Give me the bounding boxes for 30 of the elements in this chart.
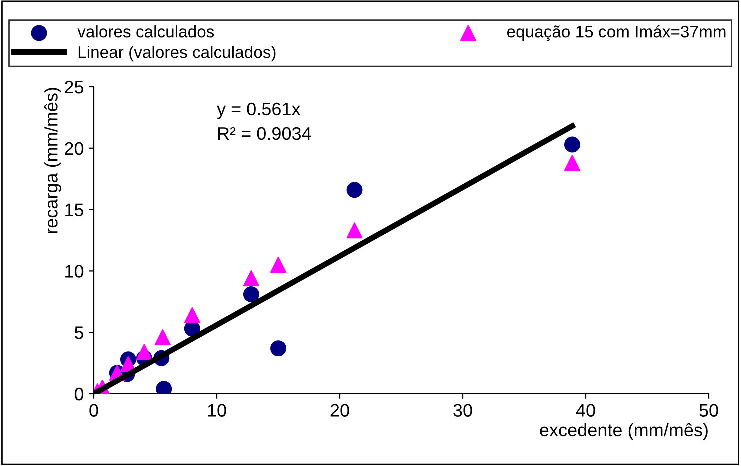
point xyxy=(270,340,286,357)
y-tick-label: 25 xyxy=(65,80,84,94)
x-tick-label: 40 xyxy=(576,404,596,417)
legend-label: Linear (valores calculados) xyxy=(78,46,276,62)
point xyxy=(243,286,260,303)
y-tick-label: 0 xyxy=(74,388,84,401)
annotation: y = 0.561x xyxy=(217,102,301,120)
x-tick-label: 30 xyxy=(454,404,472,417)
x-axis-title: excedente (mm/mês) xyxy=(540,423,708,440)
point xyxy=(270,257,286,274)
point xyxy=(243,270,260,287)
point xyxy=(136,344,152,360)
point xyxy=(564,136,580,153)
point xyxy=(346,222,363,239)
legend-label: valores calculados xyxy=(78,26,214,38)
y-tick-label: 20 xyxy=(65,142,84,156)
legend-label: equação 15 com Imáx=37mm xyxy=(507,25,726,42)
point xyxy=(346,182,363,198)
point xyxy=(564,155,580,172)
x-tick-label: 20 xyxy=(330,404,350,417)
y-axis-title: recarga (mm/mês) xyxy=(44,88,62,234)
y-tick-label: 10 xyxy=(66,265,84,278)
y-tick-label: 15 xyxy=(66,204,84,217)
y-tick-label: 5 xyxy=(74,326,84,340)
point xyxy=(184,307,200,324)
x-tick-label: 50 xyxy=(700,404,718,417)
point xyxy=(154,330,171,346)
annotation: R² = 0.9034 xyxy=(218,127,312,140)
x-tick-label: 10 xyxy=(208,404,226,417)
x-tick-label: 0 xyxy=(90,404,98,417)
